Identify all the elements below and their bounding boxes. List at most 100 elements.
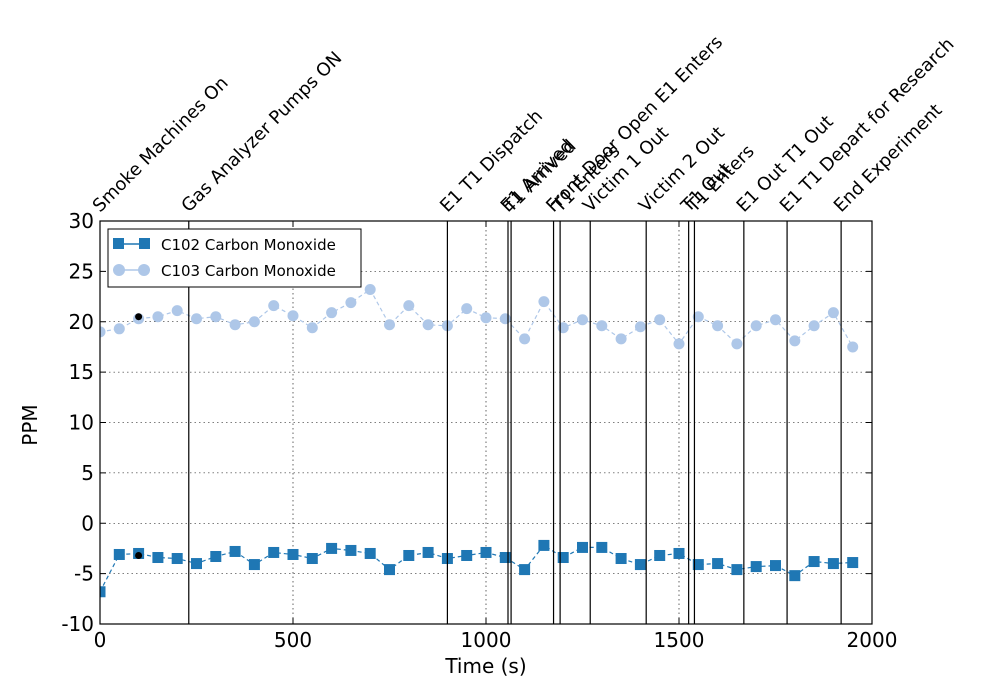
- y-axis-label: PPM: [18, 404, 42, 445]
- x-tick-label: 0: [94, 628, 107, 652]
- c102-point: [191, 558, 202, 570]
- x-axis-label: Time (s): [444, 654, 526, 678]
- y-tick-label: -10: [61, 612, 94, 636]
- c103-point: [750, 320, 762, 332]
- c102-point: [673, 547, 685, 559]
- legend-label-c103: C103 Carbon Monoxide: [161, 262, 336, 280]
- c102-point: [403, 549, 415, 561]
- c102-point: [100, 586, 106, 598]
- c102-point: [712, 558, 724, 570]
- c103-point: [634, 321, 646, 333]
- c103-point: [403, 300, 415, 312]
- c102-point: [731, 564, 743, 576]
- legend-label-c102: C102 Carbon Monoxide: [161, 236, 336, 254]
- x-tick-label: 500: [274, 628, 312, 652]
- c103-point: [229, 319, 241, 331]
- c102-point: [654, 549, 666, 561]
- legend: C102 Carbon Monoxide C103 Carbon Monoxid…: [107, 228, 362, 288]
- c102-point: [210, 550, 222, 562]
- c103-point: [731, 338, 743, 350]
- c103-point: [692, 311, 704, 323]
- c102-point: [461, 549, 473, 561]
- c103-point: [770, 314, 781, 326]
- c102-point: [268, 546, 280, 558]
- event-lines: [188, 221, 842, 624]
- x-tick-label: 2000: [847, 628, 898, 652]
- c102-point: [499, 552, 511, 564]
- c102-point: [808, 556, 820, 568]
- c103-point: [847, 341, 859, 353]
- c102-point: [229, 545, 241, 557]
- c103-point: [519, 333, 531, 345]
- c103-point: [326, 307, 338, 319]
- c103-point: [808, 320, 820, 332]
- c103-point: [210, 311, 222, 323]
- c103-point: [248, 316, 260, 328]
- c102-point: [345, 544, 357, 556]
- c102-point: [519, 564, 531, 576]
- highlight-marker: [135, 551, 143, 559]
- c103-point: [384, 319, 395, 331]
- c102-point: [750, 561, 762, 573]
- c103-point: [306, 322, 318, 334]
- c102-point: [384, 564, 395, 576]
- axis-ticks: 0 500 1000 1500 2000 -10 -5 0 5 10 15 20 25 30: [61, 209, 897, 652]
- c102-point: [364, 547, 376, 559]
- c102-point: [789, 570, 801, 582]
- c102-point: [287, 548, 299, 560]
- c102-point: [615, 553, 627, 565]
- c103-point: [364, 284, 376, 296]
- c102-point: [422, 546, 434, 558]
- c102-point: [770, 560, 781, 572]
- c102-point: [847, 557, 859, 569]
- highlight-marker: [135, 313, 143, 321]
- y-tick-label: -5: [74, 562, 94, 586]
- x-tick-label: 1000: [461, 628, 512, 652]
- c102-point: [557, 552, 569, 564]
- c103-point: [654, 314, 666, 326]
- legend-marker-c102: [113, 238, 124, 249]
- x-tick-label: 1500: [654, 628, 705, 652]
- c103-point: [499, 313, 511, 325]
- y-tick-label: 5: [81, 461, 94, 485]
- c102-point: [692, 559, 704, 571]
- c103-point: [673, 338, 685, 350]
- c103-point: [171, 305, 183, 317]
- legend-box: [107, 228, 362, 288]
- c102-point: [306, 553, 318, 565]
- y-tick-label: 20: [69, 310, 94, 334]
- c103-point: [827, 307, 839, 319]
- y-tick-label: 30: [69, 209, 94, 233]
- c103-point: [461, 303, 473, 315]
- c102-point: [248, 559, 260, 571]
- c102-point: [326, 542, 338, 554]
- legend-marker-c103: [113, 264, 125, 276]
- c102-point: [171, 553, 183, 565]
- series-line-c102: [100, 544, 853, 593]
- c103-point: [191, 313, 202, 325]
- c102-point: [577, 541, 588, 553]
- y-tick-label: 0: [81, 511, 94, 535]
- c103-point: [557, 322, 569, 334]
- c103-point: [480, 312, 492, 324]
- y-tick-label: 15: [69, 360, 94, 384]
- c103-point: [596, 320, 608, 332]
- c102-point: [596, 541, 608, 553]
- c103-point: [615, 333, 627, 345]
- c102-point: [634, 559, 646, 571]
- c103-point: [268, 300, 280, 312]
- legend-marker-c102-end: [139, 238, 150, 249]
- c103-point: [712, 320, 724, 332]
- c103-point: [577, 314, 588, 326]
- c103-point: [345, 297, 357, 309]
- c103-point: [789, 335, 801, 347]
- c103-point: [538, 296, 550, 308]
- legend-marker-c103-end: [138, 264, 150, 276]
- c102-point: [480, 546, 492, 558]
- c103-point: [422, 319, 434, 331]
- c103-point: [152, 311, 164, 323]
- c102-point: [152, 552, 164, 564]
- c103-point: [113, 323, 125, 335]
- series-line-c103: [100, 288, 854, 348]
